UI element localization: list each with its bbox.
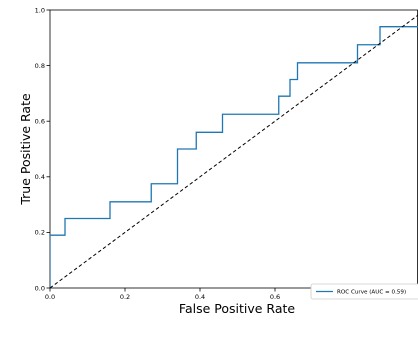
y-axis-label: True Positive Rate [18,93,33,206]
legend-box [310,283,418,300]
reference-diagonal-line [50,14,418,288]
legend-label: ROC Curve (AUC = 0.59) [337,290,406,296]
y-tick-label: 1.0 [35,6,45,14]
y-tick-label: 0.0 [35,284,45,292]
y-tick-label: 0.4 [35,173,45,181]
x-tick-label: 0.6 [270,293,280,301]
y-tick-label: 0.8 [35,62,45,70]
x-tick-label: 0.0 [45,293,55,301]
x-tick-label: 0.4 [195,293,205,301]
y-tick-label: 0.2 [35,229,45,237]
roc-curve-line [50,26,418,288]
plot-frame [49,9,418,289]
x-axis-label: False Positive Rate [179,301,295,316]
x-tick-label: 0.2 [120,293,130,301]
y-tick-label: 0.6 [35,118,45,126]
